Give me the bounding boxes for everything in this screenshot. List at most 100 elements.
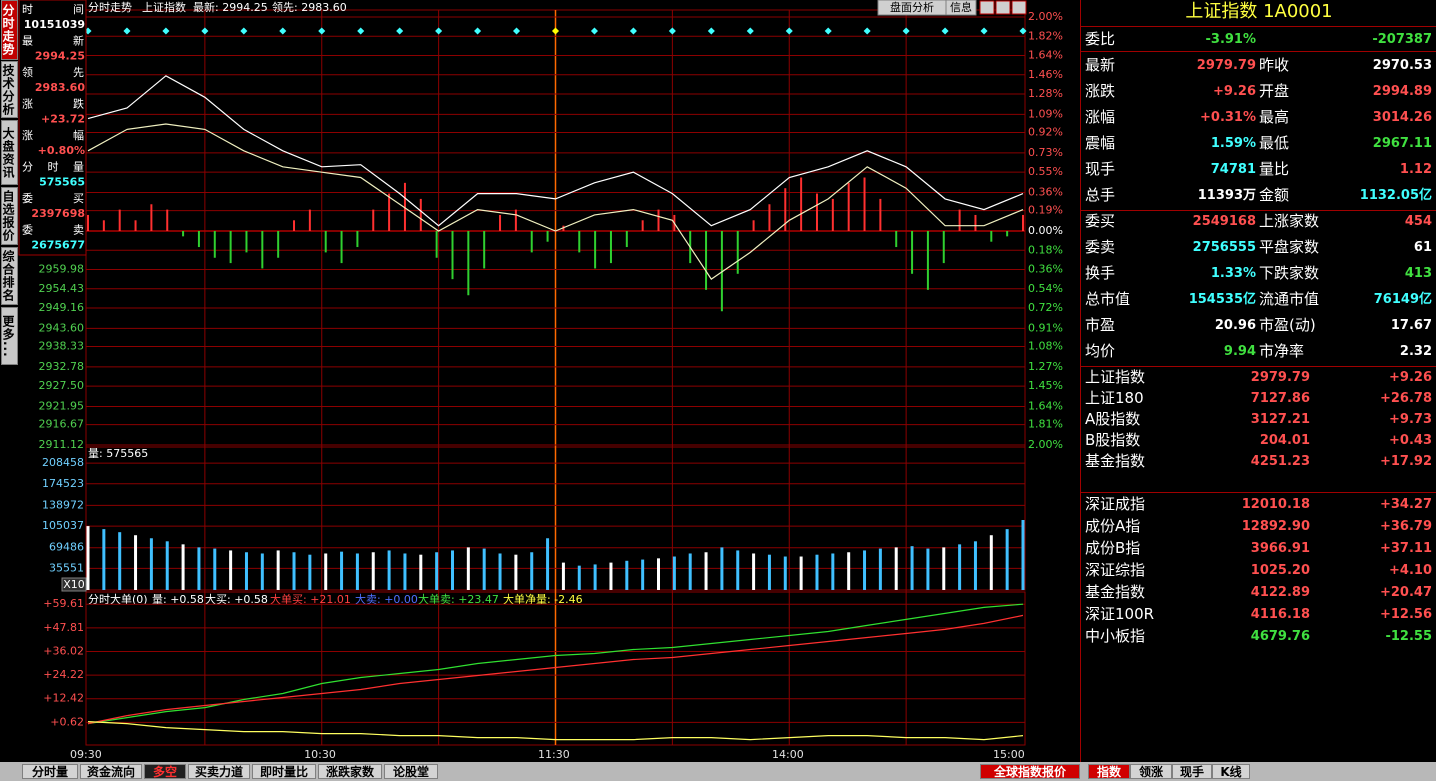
- bottom-tab[interactable]: 论股堂: [384, 764, 438, 779]
- quote-label: 总市值: [1085, 290, 1131, 308]
- order-tick-label: +59.61: [43, 597, 84, 610]
- quote-label: 均价: [1085, 342, 1116, 360]
- pct-tick-label: 0.00%: [1028, 224, 1063, 237]
- index-name: 中小板指: [1085, 627, 1146, 645]
- bottom-tab[interactable]: 多空: [144, 764, 186, 779]
- index-name: 基金指数: [1085, 583, 1146, 601]
- bottom-tab[interactable]: 分时量: [22, 764, 78, 779]
- ratio-pct: -3.91%: [1205, 32, 1257, 47]
- button[interactable]: 信息: [950, 0, 972, 14]
- pct-tick-label: 1.82%: [1028, 29, 1063, 42]
- pct-tick-label: 1.08%: [1028, 340, 1063, 353]
- bottom-right-tab[interactable]: 现手: [1172, 764, 1212, 779]
- order-header: 量: +0.58: [152, 593, 204, 606]
- index-name: 深证100R: [1085, 605, 1155, 623]
- marker: [941, 27, 949, 35]
- marker: [590, 27, 598, 35]
- marker: [902, 27, 910, 35]
- left-tab[interactable]: 大盘资讯: [1, 120, 18, 185]
- ratio-diff: -207387: [1372, 32, 1432, 47]
- marker: [240, 27, 248, 35]
- index-name: 上证指数: [1085, 368, 1146, 386]
- quote-label: 市净率: [1259, 342, 1305, 360]
- price-tick-label: 2927.50: [39, 379, 85, 392]
- quote-value: 3014.26: [1372, 110, 1432, 125]
- index-name: 深证综指: [1085, 561, 1146, 579]
- bottom-tab[interactable]: 涨跌家数: [318, 764, 382, 779]
- quote-value: 74781: [1210, 162, 1256, 177]
- pct-tick-label: 2.00%: [1028, 438, 1063, 451]
- quote-value: +9.26: [1213, 84, 1256, 99]
- button[interactable]: 盘面分析: [890, 0, 934, 14]
- order-tick-label: +0.62: [50, 715, 84, 728]
- quote-value: 413: [1404, 266, 1432, 281]
- bottom-right-tab[interactable]: 全球指数报价: [980, 764, 1080, 779]
- marker: [785, 27, 793, 35]
- index-change: +9.26: [1389, 370, 1432, 385]
- marker: [513, 27, 521, 35]
- quote-value: 1132.05亿: [1359, 188, 1432, 203]
- window-btn: [979, 0, 995, 15]
- index-value: 3966.91: [1250, 541, 1310, 556]
- quote-value: 76149亿: [1373, 292, 1432, 307]
- time-label: 14:00: [772, 748, 804, 761]
- left-tab[interactable]: 更多...: [1, 307, 18, 365]
- quote-value: 454: [1404, 214, 1432, 229]
- chart-area: 2.00% 1.82% 1.64% 1.46% 1.28% 1.09% 0.92% 0.73%…: [18, 0, 1063, 761]
- marker: [318, 27, 326, 35]
- index-change: +26.78: [1379, 391, 1432, 406]
- quote-value: 1.59%: [1210, 136, 1256, 151]
- left-tab[interactable]: 技术分析: [1, 61, 18, 118]
- index-value: 4116.18: [1250, 607, 1310, 622]
- unit-bg: [61, 577, 87, 592]
- bottom-tab[interactable]: 即时量比: [252, 764, 316, 779]
- quote-label: 最高: [1259, 108, 1290, 126]
- left-tab[interactable]: 自选报价: [1, 187, 18, 245]
- order-tick-label: +36.02: [43, 644, 84, 657]
- latest: 最新: 2994.25: [193, 0, 268, 14]
- pct-tick-label: 1.64%: [1028, 399, 1063, 412]
- separator: [1081, 492, 1436, 493]
- separator: [1081, 210, 1436, 211]
- button-bg: [945, 0, 977, 16]
- left-tab[interactable]: 综合排名: [1, 247, 18, 305]
- index-change: +37.11: [1379, 541, 1432, 556]
- marker: [474, 27, 482, 35]
- info-value: +0.80%: [38, 144, 85, 157]
- price-tick-label: 2938.33: [39, 340, 85, 353]
- pct-tick-label: 1.46%: [1028, 68, 1063, 81]
- order-header: 大卖: +0.00: [355, 592, 418, 606]
- pct-tick-label: 0.72%: [1028, 301, 1063, 314]
- order-header: 大单买: +21.01: [270, 592, 351, 606]
- bottom-right-tab[interactable]: 领涨: [1130, 764, 1172, 779]
- ratio-label: 委比: [1085, 30, 1116, 48]
- pct-tick-label: 0.92%: [1028, 126, 1063, 139]
- marker: [162, 27, 170, 35]
- bottom-tab[interactable]: 资金流向: [80, 764, 142, 779]
- price-tick-label: 2959.98: [39, 263, 85, 276]
- quote-value: 2970.53: [1372, 58, 1432, 73]
- pct-tick-label: 0.19%: [1028, 204, 1063, 217]
- bottom-right-tab[interactable]: K线: [1212, 764, 1250, 779]
- quote-title: 上证指数 1A0001: [1185, 1, 1333, 22]
- quote-label: 市盈: [1085, 316, 1116, 334]
- info-value: 2675677: [31, 239, 85, 252]
- quote-label: 量比: [1259, 160, 1290, 178]
- bottom-right-tab[interactable]: 指数: [1088, 764, 1130, 779]
- index-change: +12.56: [1379, 607, 1432, 622]
- volume-unit: X10: [63, 578, 85, 591]
- pct-tick-label: 0.36%: [1028, 185, 1063, 198]
- window-btn: [1011, 0, 1027, 15]
- index-change: +36.79: [1379, 519, 1432, 534]
- quote-label: 委卖: [1085, 238, 1116, 256]
- left-tab[interactable]: 分时走势: [1, 0, 18, 60]
- order-header: 大买: +0.58: [205, 592, 268, 606]
- marker: [357, 27, 365, 35]
- index-name: A股指数: [1085, 410, 1141, 428]
- pct-tick-label: 1.28%: [1028, 87, 1063, 100]
- order-header: 大单净量: -2.46: [503, 592, 583, 606]
- marker: [435, 27, 443, 35]
- bottom-tab[interactable]: 买卖力道: [188, 764, 250, 779]
- index-value: 12010.18: [1241, 497, 1310, 512]
